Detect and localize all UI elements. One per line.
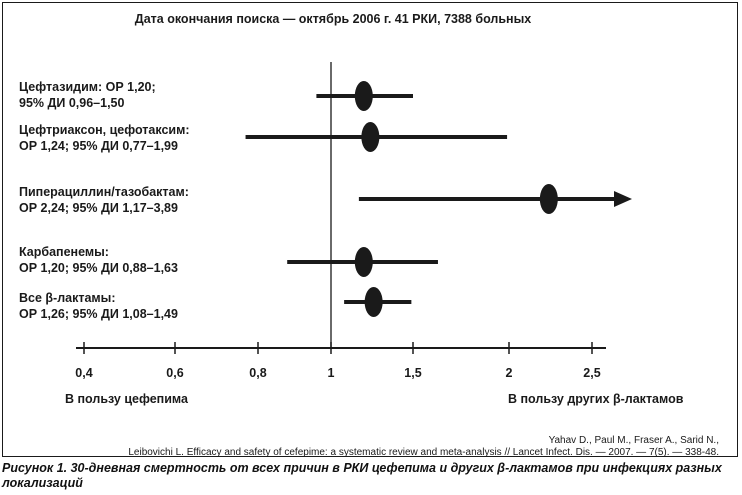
row-label-line2: ОР 1,26; 95% ДИ 1,08–1,49 (19, 307, 178, 321)
direction-left-label: В пользу цефепима (65, 392, 189, 406)
row-label-line1: Все β-лактамы: (19, 291, 116, 305)
row-label-line1: Пиперациллин/тазобактам: (19, 185, 189, 199)
x-tick-label: 2 (506, 366, 513, 380)
forest-rows: Цефтазидим: ОР 1,20; 95% ДИ 0,96–1,50 Цефт… (19, 80, 632, 321)
citation-line-1: Yahav D., Paul M., Fraser A., Sarid N., (549, 435, 719, 446)
x-tick-label: 2,5 (583, 366, 600, 380)
x-tick-label: 1,5 (404, 366, 421, 380)
chart-frame (2, 2, 738, 457)
point-estimate (364, 287, 383, 317)
x-tick-label: 0,4 (75, 366, 92, 380)
row-label-line1: Карбапенемы: (19, 245, 109, 259)
point-estimate (354, 81, 373, 111)
x-tick-label: 1 (328, 366, 335, 380)
citation-line-2: Leibovichi L. Efficacy and safety of cef… (128, 447, 719, 458)
chart-header: Дата окончания поиска — октябрь 2006 г. … (135, 12, 531, 26)
x-tick-label: 0,8 (249, 366, 266, 380)
x-axis: 0,4 0,6 0,8 1 1,5 2 2,5 (75, 62, 606, 380)
point-estimate (361, 122, 380, 152)
row-label-line1: Цефтриаксон, цефотаксим: (19, 123, 190, 137)
figure-caption: Рисунок 1. 30-дневная смертность от всех… (2, 461, 722, 490)
x-tick-label: 0,6 (166, 366, 183, 380)
row-label-line2: ОР 1,24; 95% ДИ 0,77–1,99 (19, 139, 178, 153)
direction-right-label: В пользу других β-лактамов (508, 392, 684, 406)
row-label-line2: ОР 1,20; 95% ДИ 0,88–1,63 (19, 261, 178, 275)
row-label-line2: 95% ДИ 0,96–1,50 (19, 96, 125, 110)
point-estimate (539, 184, 558, 214)
forest-plot: Дата окончания поиска — октябрь 2006 г. … (19, 12, 719, 458)
row-label-line2: ОР 2,24; 95% ДИ 1,17–3,89 (19, 201, 178, 215)
point-estimate (354, 247, 373, 277)
row-label-line1: Цефтазидим: ОР 1,20; (19, 80, 156, 94)
ci-arrow (614, 191, 632, 207)
